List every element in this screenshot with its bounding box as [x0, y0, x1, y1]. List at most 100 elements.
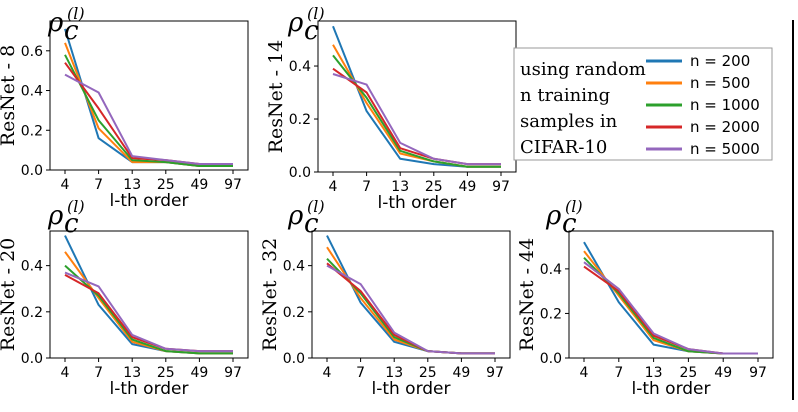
panel-4-ytick-label: 0.2: [283, 305, 305, 321]
panel-3-rho-superscript: (l): [67, 197, 85, 216]
panel-5-xtick-label: 7: [614, 365, 623, 381]
panel-5-xtick-label: 4: [580, 365, 589, 381]
panel-1-series-line: [64, 54, 233, 167]
panel-4-frame: [311, 230, 511, 359]
panel-5-rho-symbol: ρ: [545, 201, 562, 231]
panel-3-ytick-label: 0.4: [21, 259, 43, 275]
panel-3-series-line: [64, 251, 233, 355]
panel-4-xtick-label: 13: [385, 365, 403, 381]
panel-2-xtick-label: 97: [492, 179, 510, 195]
panel-5-series-line: [583, 261, 758, 355]
panel-2-xtick-label: 49: [458, 179, 476, 195]
panel-4-series-line: [326, 235, 495, 355]
panel-1-rho-symbol: ρ: [47, 8, 64, 38]
panel-1-ytick-label: 0.6: [21, 44, 43, 60]
panel-5-rho-subscript: c: [562, 209, 577, 239]
panel-1-ytick-label: 0.2: [21, 123, 43, 139]
panel-2-series-line: [332, 73, 501, 166]
panel-2-ytick-label: 0.2: [289, 112, 311, 128]
panel-2: 0.0 0.2 0.4 4 7 13 25 49 97 ResNet - 14 l-th order…: [265, 4, 517, 213]
panel-4: 0.0 0.2 0.4 4 7 13 25 49 97 ResNet - 32 l-th order…: [259, 197, 511, 399]
panel-1-ylabel: ResNet - 8: [0, 45, 19, 146]
panel-2-series-line: [332, 25, 501, 168]
panel-2-ytick-label: 0.4: [289, 59, 311, 75]
panel-3-series-line: [64, 271, 233, 353]
panel-3-series-line: [64, 264, 233, 355]
panel-3-frame: [49, 230, 249, 359]
legend-description-line-2: n training: [520, 85, 610, 106]
legend-entry-label: n = 5000: [690, 140, 760, 158]
panel-4-ylabel: ResNet - 32: [259, 238, 281, 351]
panel-1: 0.0 0.2 0.4 0.6 4 7 13 25 49 97 ResNet - 8 l-th ord…: [0, 4, 249, 211]
panel-2-xlabel: l-th order: [377, 193, 456, 213]
panel-2-frame: [317, 20, 517, 173]
panel-1-series-line: [64, 73, 233, 165]
panel-4-rho-symbol: ρ: [287, 201, 304, 231]
panel-3-xlabel: l-th order: [109, 379, 188, 399]
legend-description-line-4: CIFAR-10: [520, 137, 607, 158]
panel-1-rho-superscript: (l): [67, 4, 85, 23]
panel-3-xtick-label: 13: [123, 365, 141, 381]
panel-2-xtick-label: 4: [329, 179, 338, 195]
panel-5-xtick-label: 25: [679, 365, 697, 381]
panel-1-xtick-label: 7: [94, 177, 103, 193]
panel-4-ytick-label: 0.4: [283, 259, 305, 275]
panel-1-ytick-label: 0.0: [21, 163, 43, 179]
panel-1-xtick-label: 97: [224, 177, 242, 193]
panel-4-xtick-label: 49: [452, 365, 470, 381]
panel-1-frame: [49, 20, 249, 171]
panel-2-xtick-label: 13: [391, 179, 409, 195]
panel-4-series-line: [326, 264, 495, 355]
panel-4-xtick-label: 7: [356, 365, 365, 381]
panel-3-ylabel: ResNet - 20: [0, 238, 19, 351]
panel-3-series-line: [64, 235, 233, 355]
panel-1-xlabel: l-th order: [109, 191, 188, 211]
panel-5-xtick-label: 13: [645, 365, 663, 381]
panel-3: 0.0 0.2 0.4 4 7 13 25 49 97 ResNet - 20 l-th order…: [0, 197, 249, 399]
panel-4-ytick-label: 0.0: [283, 351, 305, 367]
panel-2-rho-subscript: c: [304, 16, 319, 46]
panel-5-frame: [568, 230, 774, 359]
legend-entry-label: n = 2000: [690, 118, 760, 136]
panel-4-xtick-label: 4: [323, 365, 332, 381]
panel-1-xtick-label: 13: [123, 177, 141, 193]
panel-4-xtick-label: 25: [419, 365, 437, 381]
panel-4-rho-superscript: (l): [307, 197, 325, 216]
panel-3-xtick-label: 97: [224, 365, 242, 381]
panel-5-ytick-label: 0.0: [540, 351, 562, 367]
panel-4-series-line: [326, 258, 495, 355]
panel-5-series-line: [583, 241, 758, 355]
panel-5-ylabel: ResNet - 44: [516, 238, 538, 351]
panel-1-xtick-label: 25: [157, 177, 175, 193]
panel-3-ytick-label: 0.0: [21, 351, 43, 367]
panel-5-series-line: [583, 257, 758, 355]
panel-5-series-line: [583, 250, 758, 355]
panel-2-series-line: [332, 54, 501, 168]
legend-description-line-3: samples in: [520, 111, 618, 132]
panel-5-ytick-label: 0.2: [540, 306, 562, 322]
panel-5-xtick-label: 49: [714, 365, 732, 381]
panel-5-xtick-label: 97: [749, 365, 767, 381]
panel-3-xtick-label: 7: [94, 365, 103, 381]
panel-4-series-line: [326, 262, 495, 355]
panel-2-series-line: [332, 44, 501, 168]
panel-3-rho-subscript: c: [64, 209, 79, 239]
panel-1-xtick-label: 49: [190, 177, 208, 193]
legend-entry-label: n = 500: [690, 74, 750, 92]
panel-2-ytick-label: 0.0: [289, 165, 311, 181]
panel-5-ytick-label: 0.4: [540, 262, 562, 278]
legend: using random n training samples in CIFAR…: [513, 47, 773, 161]
panel-4-series-line: [326, 246, 495, 355]
legend-description-line-1: using random: [520, 59, 646, 80]
panel-2-xtick-label: 25: [425, 179, 443, 195]
panel-3-xtick-label: 4: [61, 365, 70, 381]
panel-5-xlabel: l-th order: [631, 379, 710, 399]
legend-entry-label: n = 1000: [690, 96, 760, 114]
legend-entries: n = 200 n = 500 n = 1000 n = 2000 n = 5000: [646, 52, 760, 158]
panel-2-rho-superscript: (l): [307, 4, 325, 23]
panel-3-xtick-label: 25: [157, 365, 175, 381]
panel-1-xtick-label: 4: [61, 177, 70, 193]
panel-3-rho-symbol: ρ: [47, 201, 64, 231]
panel-3-xtick-label: 49: [190, 365, 208, 381]
